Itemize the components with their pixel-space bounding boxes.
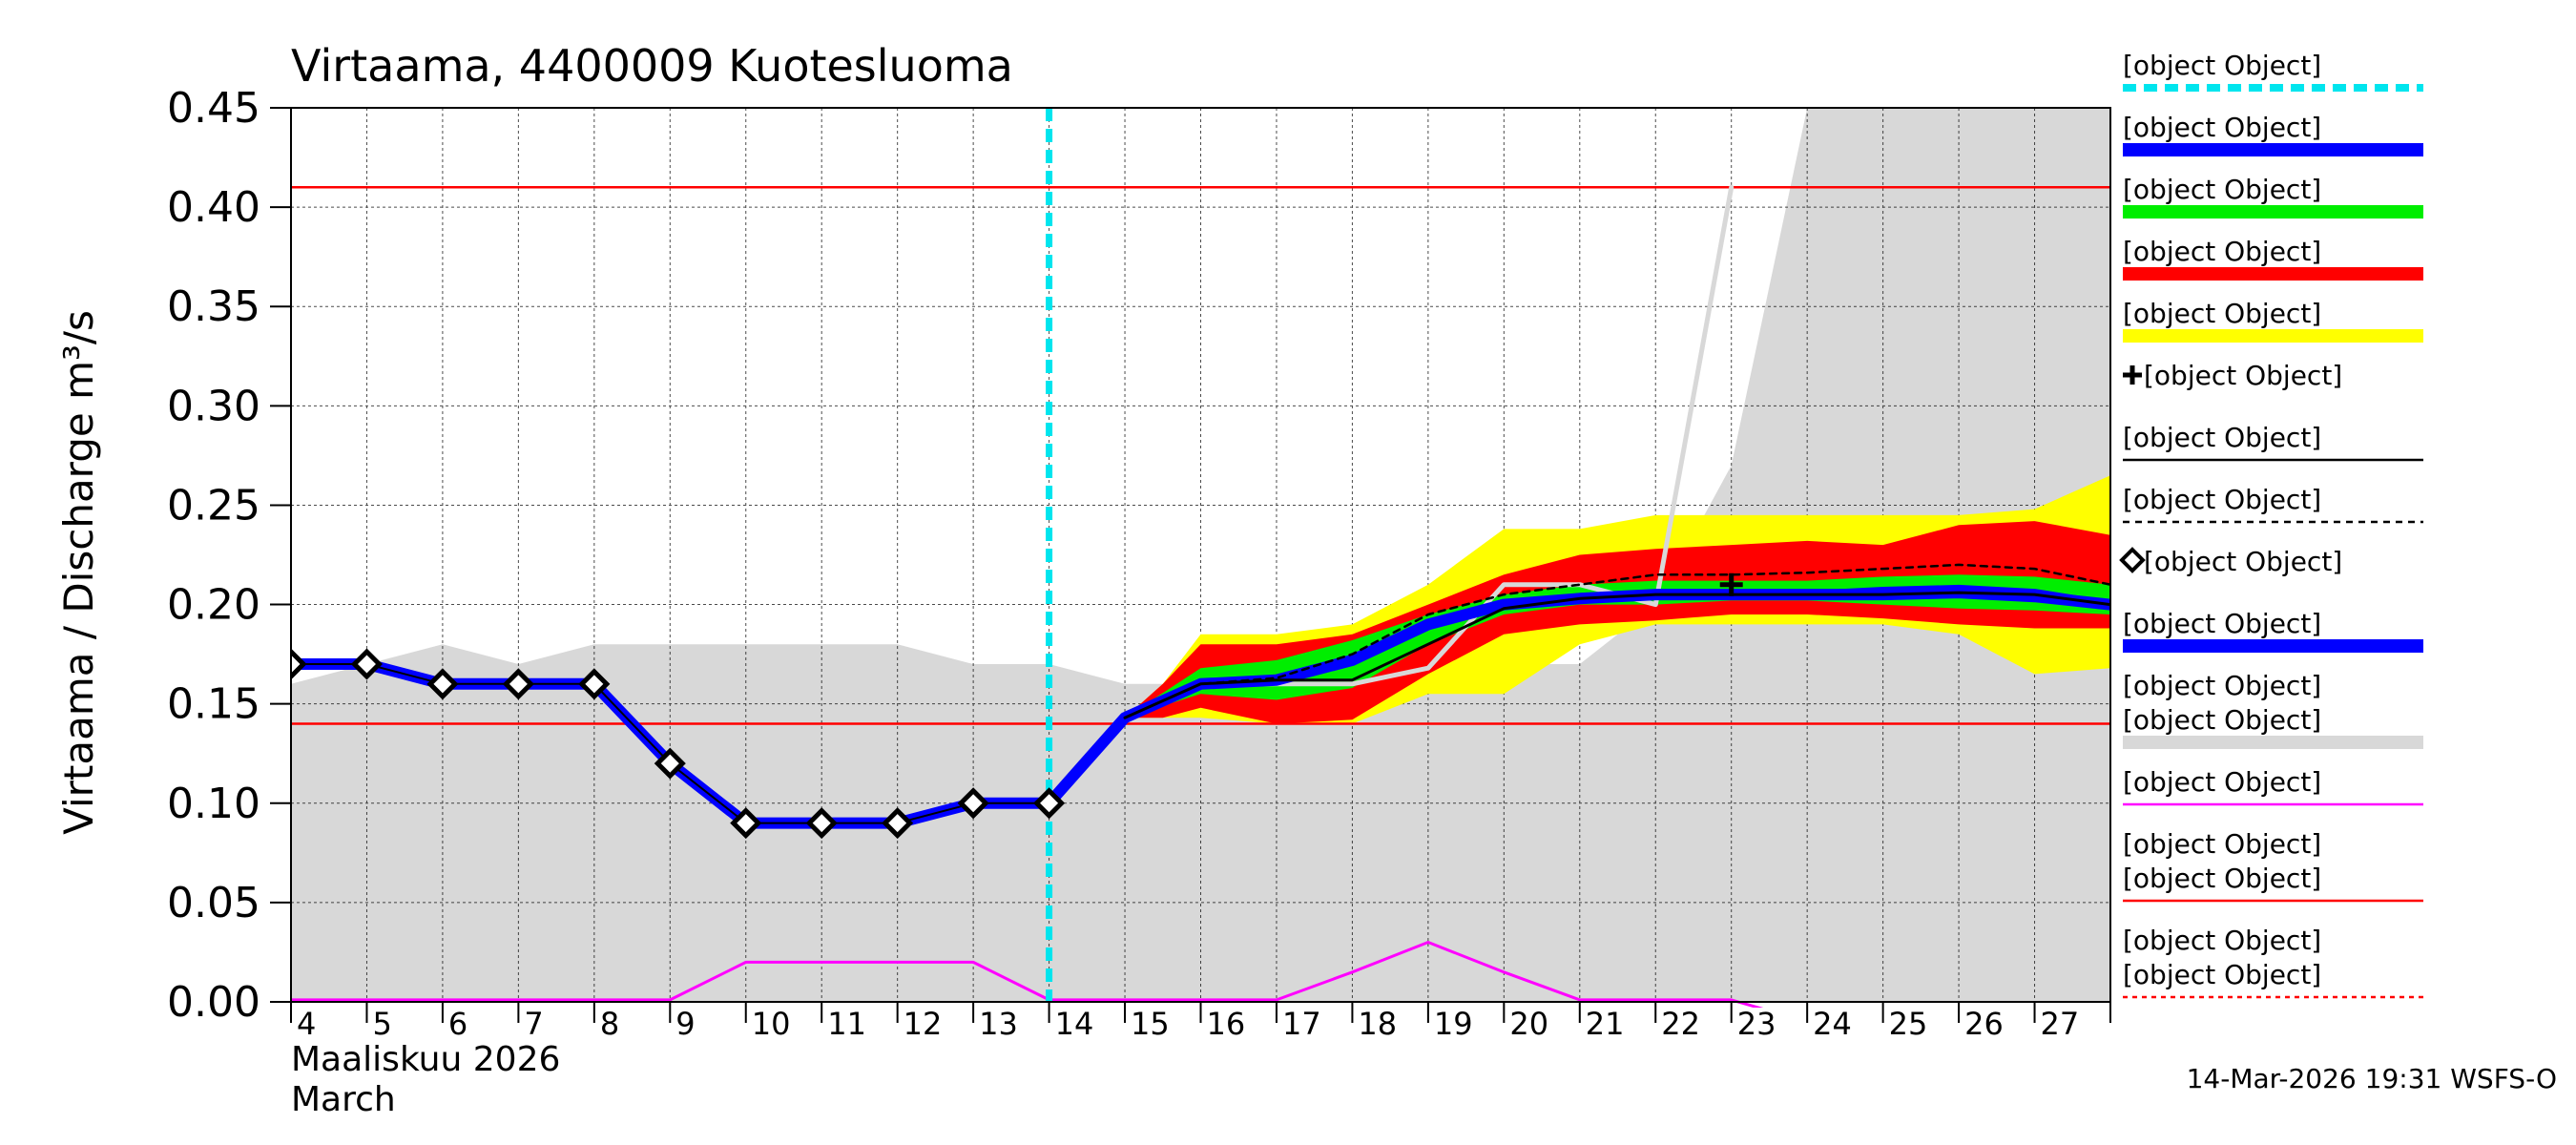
x-tick-label: 22 [1661,1006,1700,1042]
x-tick-label: 17 [1282,1006,1321,1042]
x-tick-label: 13 [979,1006,1018,1042]
observed-point [426,668,459,700]
legend-label: [object Object] [2123,50,2321,81]
plot-area [291,108,2110,1008]
month-label-en: March [291,1080,396,1119]
observed-point [350,648,383,680]
x-tick-label: 6 [448,1006,467,1042]
x-tick-label: 4 [297,1006,316,1042]
y-tick-label: 0.05 [167,879,260,927]
observed-point [730,807,762,840]
legend-label: [object Object] [2123,112,2321,143]
x-tick-label: 8 [600,1006,619,1042]
observed-point [882,807,914,840]
legend-label: [object Object] [2144,360,2342,391]
x-tick-label: 7 [524,1006,543,1042]
y-tick-label: 0.25 [167,481,260,530]
x-tick-label: 16 [1207,1006,1246,1042]
x-tick-label: 25 [1889,1006,1928,1042]
observed-point [578,668,611,700]
series-havaintojen-mediaani [291,941,1764,1008]
legend-label: [object Object] [2123,766,2321,798]
observed-point [957,787,989,820]
y-tick-label: 0.20 [167,581,260,630]
x-tick-label: 15 [1131,1006,1170,1042]
x-tick-label: 14 [1055,1006,1094,1042]
legend-label: [object Object] [2123,298,2321,329]
legend-diamond-icon [2119,547,2146,573]
mean-peak-marker [1719,572,1743,596]
legend-label: [object Object] [2123,422,2321,453]
x-tick-label: 26 [1964,1006,2004,1042]
x-tick-label: 20 [1509,1006,1548,1042]
observed-point [654,747,686,780]
x-tick-label: 27 [2041,1006,2080,1042]
legend-label: [object Object] [2123,704,2321,736]
y-tick-label: 0.45 [167,84,260,133]
legend-label: [object Object] [2123,608,2321,639]
legend-label: [object Object] [2123,828,2321,860]
axes: 0.00 0.05 0.10 0.15 0.20 0.25 0.30 0.35 0.40 0.45… [167,84,2111,1042]
legend: [object Object][object Object][object Ob… [2119,50,2423,999]
legend-label: [object Object] [2123,174,2321,205]
observed-point [1033,787,1066,820]
x-tick-label: 23 [1737,1006,1776,1042]
x-tick-label: 18 [1358,1006,1397,1042]
observed-point [805,807,838,840]
x-tick-label: 24 [1813,1006,1852,1042]
x-tick-label: 21 [1586,1006,1625,1042]
y-tick-label: 0.00 [167,978,260,1027]
y-tick-label: 0.15 [167,680,260,729]
legend-label: [object Object] [2123,484,2321,515]
x-tick-label: 12 [904,1006,943,1042]
y-tick-label: 0.40 [167,183,260,232]
legend-label: [object Object] [2123,236,2321,267]
series-deterministinen-ennuste [1123,591,2110,719]
legend-label: [object Object] [2144,546,2342,577]
series-il-s-ennust-perustuva [1123,563,2110,719]
x-tick-label: 10 [752,1006,791,1042]
y-tick-label: 0.35 [167,282,260,331]
x-tick-label: 9 [675,1006,695,1042]
y-tick-label: 0.30 [167,382,260,430]
observed-point [502,668,534,700]
legend-label: [object Object] [2123,959,2321,990]
x-tick-label: 5 [372,1006,391,1042]
x-tick-label: 19 [1434,1006,1473,1042]
y-tick-label: 0.10 [167,780,260,828]
legend-label: [object Object] [2123,925,2321,956]
x-tick-label: 11 [827,1006,866,1042]
plot-clip-group [291,108,2110,1008]
legend-label: [object Object] [2123,670,2321,701]
legend-label: [object Object] [2123,863,2321,894]
observed-point [291,648,307,680]
chart-title: Virtaama, 4400009 Kuotesluoma [291,40,1013,92]
month-label-fi: Maaliskuu 2026 [291,1040,560,1079]
footer-timestamp: 14-Mar-2026 19:31 WSFS-O [2187,1063,2557,1094]
legend-plus-icon [2123,365,2142,385]
y-axis-label: Virtaama / Discharge m³/s [55,310,102,835]
